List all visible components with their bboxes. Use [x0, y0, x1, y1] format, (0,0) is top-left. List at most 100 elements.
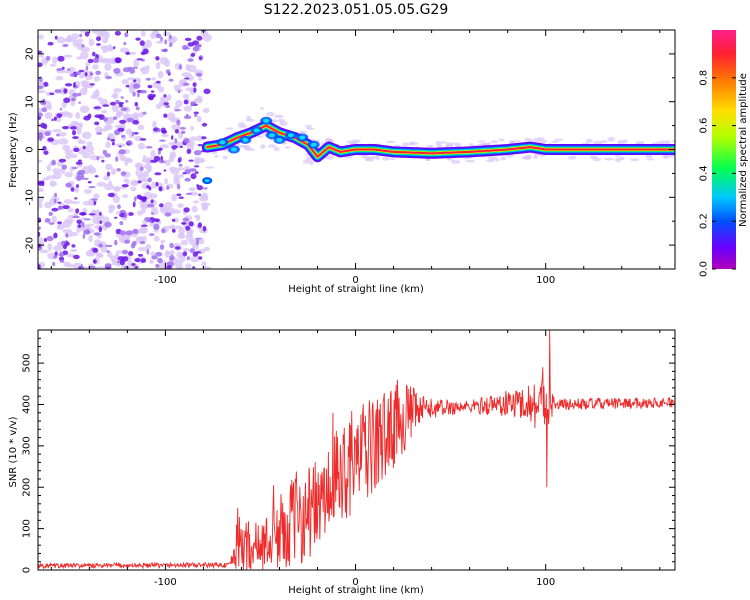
noise-blob — [155, 56, 160, 61]
noise-blob — [59, 107, 63, 111]
noise-blob-light — [193, 200, 200, 204]
trace-halo-blob — [593, 140, 603, 145]
noise-blob — [92, 51, 96, 57]
noise-blob — [106, 250, 110, 253]
noise-blob — [133, 132, 139, 135]
noise-blob — [117, 204, 121, 209]
noise-blob-light — [152, 120, 157, 129]
noise-blob — [184, 37, 192, 42]
noise-blob — [38, 231, 41, 237]
noise-blob — [166, 185, 170, 190]
noise-blob — [101, 159, 105, 163]
noise-blob — [193, 165, 200, 168]
noise-blob — [84, 218, 91, 221]
noise-blob-light — [195, 135, 204, 142]
snr-frame — [37, 329, 676, 571]
noise-blob — [116, 260, 120, 264]
noise-blob — [158, 160, 166, 164]
noise-blob — [171, 218, 176, 222]
noise-blob — [58, 206, 64, 210]
noise-blob — [47, 137, 54, 142]
noise-blob — [132, 228, 139, 235]
noise-blob-light — [160, 206, 167, 212]
noise-blob — [174, 138, 178, 144]
trace-halo-blob — [226, 127, 234, 130]
noise-blob — [98, 226, 103, 233]
trace-halo-blob — [325, 155, 335, 160]
noise-blob — [76, 174, 82, 181]
noise-blob-light — [112, 186, 122, 191]
noise-blob — [93, 232, 101, 236]
noise-blob-light — [125, 178, 130, 185]
noise-blob-light — [149, 222, 155, 227]
y-tick-label: 100 — [22, 519, 33, 538]
noise-blob — [135, 106, 140, 111]
noise-blob-light — [184, 263, 192, 269]
noise-blob-light — [56, 224, 61, 230]
noise-blob-light — [137, 124, 145, 130]
noise-blob — [74, 197, 78, 200]
noise-blob-light — [91, 30, 100, 34]
noise-blob-light — [193, 98, 203, 103]
noise-blob-light — [201, 261, 207, 269]
noise-blob-light — [88, 38, 95, 47]
noise-blob-light — [88, 234, 93, 243]
noise-blob — [46, 235, 54, 242]
noise-blob — [104, 221, 112, 228]
noise-blob — [147, 203, 155, 208]
noise-blob — [118, 145, 122, 148]
trace-halo-blob — [302, 159, 311, 164]
trace-halo-blob — [645, 154, 653, 159]
noise-blob — [140, 59, 145, 62]
trace-halo-blob — [489, 158, 495, 163]
noise-blob — [171, 228, 176, 233]
noise-blob-light — [81, 71, 87, 78]
noise-blob-light — [137, 210, 143, 216]
noise-blob — [78, 101, 81, 104]
noise-blob — [94, 121, 100, 126]
noise-blob-light — [167, 35, 178, 44]
noise-blob — [187, 42, 195, 47]
noise-blob — [123, 41, 127, 46]
noise-blob — [186, 256, 191, 261]
noise-blob — [105, 75, 112, 80]
noise-blob — [157, 128, 161, 133]
noise-blob-light — [188, 187, 196, 192]
noise-blob — [182, 172, 187, 175]
noise-blob-light — [99, 98, 108, 106]
noise-blob — [38, 112, 43, 117]
noise-blob-light — [113, 88, 122, 93]
noise-blob-light — [96, 181, 106, 187]
noise-blob — [111, 142, 115, 146]
colorbar-tick-label: 0.6 — [699, 118, 710, 134]
trace-halo-blob — [256, 135, 264, 138]
noise-blob — [47, 41, 54, 46]
noise-blob — [53, 255, 58, 259]
noise-blob-light — [161, 133, 169, 138]
noise-blob-light — [177, 233, 186, 240]
noise-blob — [193, 113, 198, 118]
noise-blob — [63, 97, 71, 104]
noise-blob — [132, 201, 136, 208]
noise-blob-light — [62, 144, 71, 151]
noise-blob — [183, 47, 191, 50]
noise-blob-light — [38, 107, 42, 114]
trace-blob-core — [219, 140, 226, 145]
noise-blob — [84, 31, 90, 37]
noise-blob — [93, 106, 101, 109]
trace-halo-blob — [237, 122, 246, 126]
noise-blob-light — [93, 75, 101, 82]
noise-blob — [137, 180, 142, 184]
noise-blob-light — [125, 128, 133, 136]
trace-halo-blob — [205, 166, 215, 169]
trace-halo-blob — [671, 140, 675, 143]
noise-blob-light — [38, 34, 44, 40]
trace-halo-blob — [260, 144, 266, 149]
y-tick-label: 500 — [22, 354, 33, 373]
noise-blob-light — [145, 243, 152, 250]
noise-blob — [163, 94, 167, 98]
noise-blob — [161, 228, 166, 234]
noise-blob-light — [164, 159, 171, 166]
noise-blob-light — [159, 56, 169, 65]
